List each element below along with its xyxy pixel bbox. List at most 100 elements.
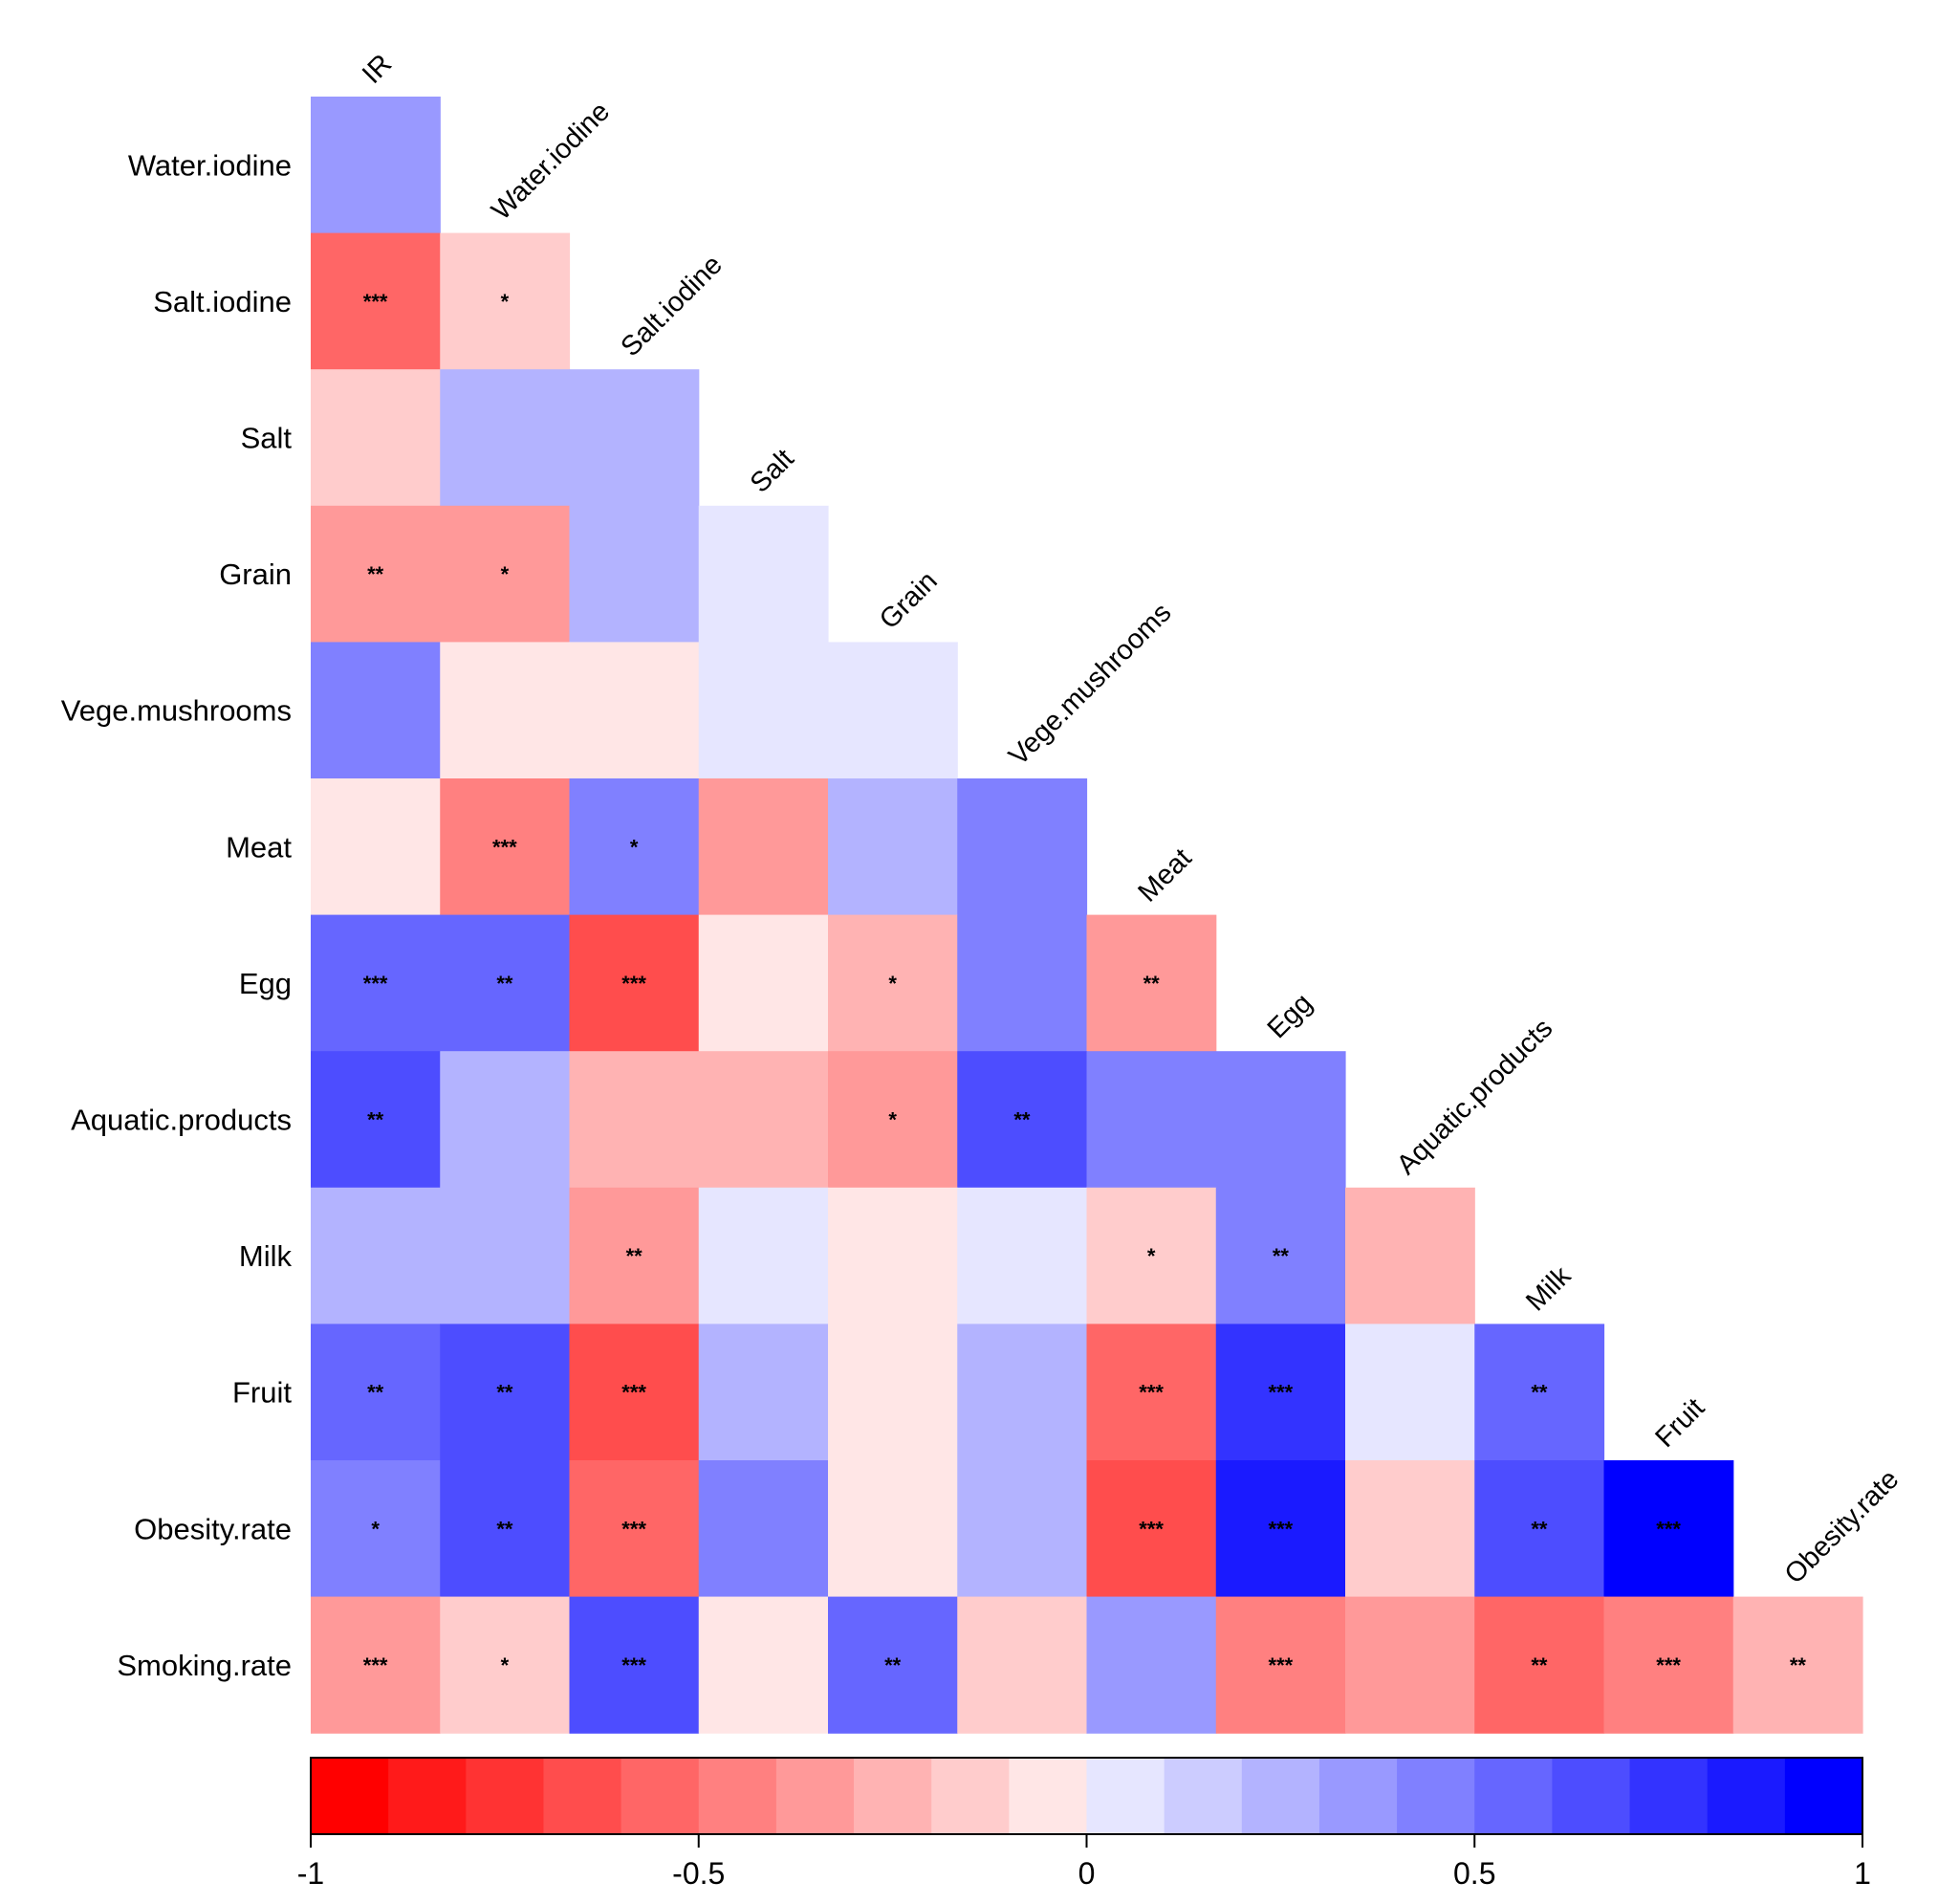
row-label-Salt: Salt — [241, 422, 293, 455]
significance-stars: *** — [621, 1517, 646, 1541]
heatmap-cell-Obesity.rate-Water.iodine — [440, 1460, 571, 1598]
heatmap-cell-Egg-IR — [311, 914, 441, 1052]
significance-stars: *** — [621, 1653, 646, 1677]
column-label-Milk: Milk — [1520, 1260, 1577, 1317]
significance-stars: *** — [1656, 1653, 1681, 1677]
colorbar: -1 -0.5 0 0.5 1 — [297, 1757, 1871, 1891]
heatmap-cell-Salt.iodine-Water.iodine — [440, 232, 571, 370]
significance-stars: *** — [363, 290, 388, 314]
heatmap-cell-Salt-Salt.iodine — [569, 369, 700, 507]
heatmap-cell-Aquatic.products-Vege.mushrooms — [957, 1051, 1088, 1189]
colorbar-bin — [543, 1758, 622, 1834]
heatmap-cell-Meat-Vege.mushrooms — [957, 778, 1088, 916]
heatmap-cell-Obesity.rate-Vege.mushrooms — [957, 1460, 1088, 1598]
heatmap-cell-Smoking.rate-Aquatic.products — [1345, 1596, 1475, 1734]
significance-stars: *** — [1656, 1517, 1681, 1541]
heatmap-cell-Milk-Aquatic.products — [1345, 1187, 1475, 1324]
significance-stars: ** — [1790, 1653, 1807, 1677]
heatmap-cell-Aquatic.products-Egg — [1215, 1051, 1346, 1189]
heatmap-cell-Vege.mushrooms-Salt.iodine — [569, 642, 700, 779]
significance-stars: ** — [496, 972, 513, 996]
heatmap-cell-Meat-Salt.iodine — [569, 778, 700, 916]
heatmap-cells: *** *** **** **** ** *** * **** * **** * **** ** *** *… — [311, 97, 1863, 1734]
heatmap-cell-Milk-Egg — [1215, 1187, 1346, 1324]
heatmap-cell-Fruit-Salt.iodine — [569, 1324, 700, 1461]
heatmap-cell-Milk-Salt — [698, 1187, 829, 1324]
heatmap-cell-Fruit-Water.iodine — [440, 1324, 571, 1461]
row-label-Milk: Milk — [239, 1239, 293, 1273]
colorbar-bin — [1629, 1758, 1709, 1834]
heatmap-cell-Smoking.rate-Water.iodine — [440, 1596, 571, 1734]
row-label-Smoking.rate: Smoking.rate — [117, 1649, 292, 1682]
heatmap-cell-Obesity.rate-Milk — [1474, 1460, 1605, 1598]
significance-stars: *** — [363, 1653, 388, 1677]
heatmap-cell-Aquatic.products-Salt — [698, 1051, 829, 1189]
heatmap-cell-Meat-Grain — [828, 778, 958, 916]
column-label-IR: IR — [357, 49, 398, 90]
heatmap-cell-Egg-Meat — [1086, 914, 1217, 1052]
row-label-Vege.mushrooms: Vege.mushrooms — [61, 694, 292, 728]
colorbar-bin — [388, 1758, 467, 1834]
heatmap-cell-Fruit-IR — [311, 1324, 441, 1461]
heatmap-cell-Obesity.rate-Meat — [1086, 1460, 1217, 1598]
heatmap-cell-Smoking.rate-Meat — [1086, 1596, 1217, 1734]
heatmap-cell-Obesity.rate-Egg — [1215, 1460, 1346, 1598]
heatmap-cell-Smoking.rate-Egg — [1215, 1596, 1346, 1734]
significance-stars: * — [888, 1108, 897, 1132]
colorbar-tick-label: -0.5 — [672, 1856, 725, 1891]
heatmap-cell-Obesity.rate-IR — [311, 1460, 441, 1598]
heatmap-cell-Vege.mushrooms-Salt — [698, 642, 829, 779]
heatmap-cell-Smoking.rate-Fruit — [1603, 1596, 1734, 1734]
heatmap-cell-Egg-Vege.mushrooms — [957, 914, 1088, 1052]
significance-stars: * — [888, 972, 897, 996]
significance-stars: *** — [1269, 1517, 1294, 1541]
heatmap-cell-Egg-Water.iodine — [440, 914, 571, 1052]
heatmap-cell-Grain-Salt.iodine — [569, 505, 700, 643]
heatmap-cell-Vege.mushrooms-Water.iodine — [440, 642, 571, 779]
significance-stars: ** — [1531, 1381, 1548, 1405]
heatmap-cell-Aquatic.products-Water.iodine — [440, 1051, 571, 1189]
significance-stars: ** — [1531, 1653, 1548, 1677]
heatmap-cell-Fruit-Aquatic.products — [1345, 1324, 1475, 1461]
heatmap-cell-Milk-Salt.iodine — [569, 1187, 700, 1324]
significance-stars: *** — [492, 835, 517, 859]
column-label-Salt: Salt — [745, 444, 800, 499]
colorbar-bin — [1474, 1758, 1553, 1834]
heatmap-cell-Aquatic.products-Salt.iodine — [569, 1051, 700, 1189]
significance-stars: ** — [1013, 1108, 1031, 1132]
heatmap-cell-Fruit-Grain — [828, 1324, 958, 1461]
colorbar-bin — [931, 1758, 1010, 1834]
colorbar-bin — [775, 1758, 855, 1834]
colorbar-tick-label: 0.5 — [1453, 1856, 1495, 1891]
significance-stars: ** — [1143, 972, 1161, 996]
row-labels: Water.iodine Salt.iodine Salt Grain Vege.mus… — [61, 148, 293, 1682]
row-label-Grain: Grain — [219, 558, 292, 591]
heatmap-cell-Egg-Grain — [828, 914, 958, 1052]
heatmap-cell-Fruit-Salt — [698, 1324, 829, 1461]
row-label-Egg: Egg — [239, 967, 292, 1000]
heatmap-cell-Egg-Salt — [698, 914, 829, 1052]
colorbar-bin — [1086, 1758, 1165, 1834]
colorbar-bin — [854, 1758, 932, 1834]
heatmap-cell-Egg-Salt.iodine — [569, 914, 700, 1052]
significance-stars: * — [371, 1517, 380, 1541]
heatmap-cell-Smoking.rate-Grain — [828, 1596, 958, 1734]
heatmap-cell-Grain-IR — [311, 505, 441, 643]
significance-stars: *** — [621, 1381, 646, 1405]
heatmap-cell-Obesity.rate-Salt.iodine — [569, 1460, 700, 1598]
heatmap-cell-Vege.mushrooms-Grain — [828, 642, 958, 779]
heatmap-cell-Aquatic.products-Meat — [1086, 1051, 1217, 1189]
significance-stars: ** — [884, 1653, 902, 1677]
heatmap-cell-Aquatic.products-Grain — [828, 1051, 958, 1189]
significance-stars: ** — [1273, 1244, 1290, 1268]
heatmap-cell-Smoking.rate-Obesity.rate — [1732, 1596, 1863, 1734]
colorbar-bin — [621, 1758, 700, 1834]
colorbar-bin — [1164, 1758, 1243, 1834]
column-label-Fruit: Fruit — [1649, 1392, 1710, 1454]
heatmap-cell-Smoking.rate-Salt.iodine — [569, 1596, 700, 1734]
heatmap-cell-Meat-Water.iodine — [440, 778, 571, 916]
heatmap-cell-Fruit-Meat — [1086, 1324, 1217, 1461]
significance-stars: * — [501, 290, 510, 314]
column-label-Obesity.rate: Obesity.rate — [1779, 1464, 1905, 1590]
